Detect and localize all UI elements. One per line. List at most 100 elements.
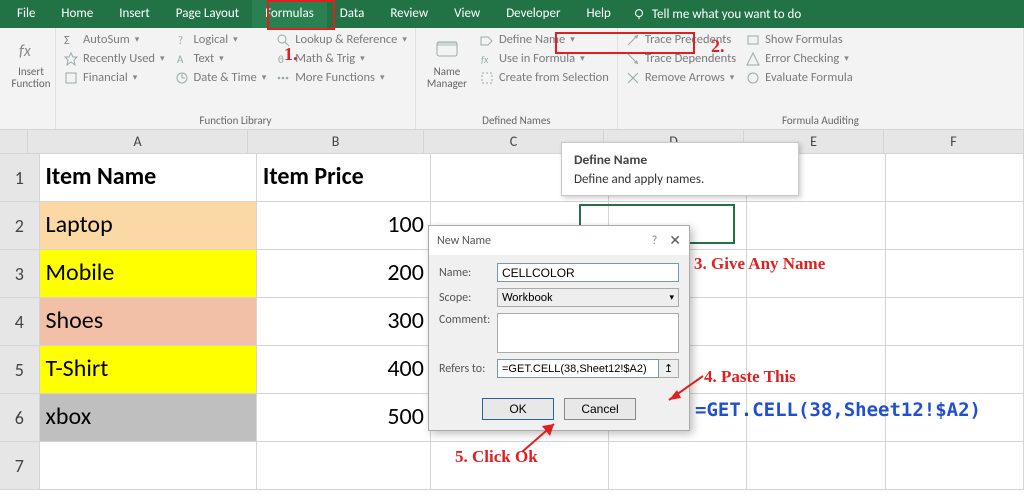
selection-icon (480, 71, 494, 85)
logical-icon: ? (175, 33, 189, 47)
use-in-formula-button[interactable]: fxUse in Formula (480, 51, 609, 66)
name-input[interactable] (497, 263, 679, 282)
trace-dependents-icon (626, 52, 640, 66)
tooltip-body: Define and apply names. (574, 172, 786, 187)
cell[interactable] (609, 442, 747, 490)
row-header[interactable]: 4 (0, 298, 40, 346)
svg-text:A: A (177, 53, 184, 66)
cell[interactable]: Laptop (40, 202, 257, 250)
annotation-step3: 3. Give Any Name (694, 254, 825, 274)
trace-precedents-icon (626, 33, 640, 47)
date-time-button[interactable]: Date & Time (175, 70, 267, 85)
tab-formulas[interactable]: Formulas (252, 0, 327, 28)
help-icon[interactable]: ? (652, 234, 658, 248)
row-header[interactable]: 3 (0, 250, 40, 298)
tab-review[interactable]: Review (377, 0, 441, 28)
cell[interactable] (886, 442, 1024, 490)
cell[interactable] (747, 202, 885, 250)
error-icon (746, 52, 760, 66)
star-icon (64, 52, 78, 66)
tell-me-search[interactable]: Tell me what you want to do (632, 7, 801, 22)
cell[interactable]: xbox (40, 394, 257, 442)
annotation-step1: 1. (284, 44, 298, 65)
cell[interactable] (747, 442, 885, 490)
define-name-tooltip: Define Name Define and apply names. (561, 142, 799, 196)
refers-input[interactable] (497, 359, 659, 378)
lightbulb-icon (632, 7, 646, 21)
group-function-library: Function Library (64, 114, 407, 129)
financial-button[interactable]: Financial (64, 70, 165, 85)
row-header[interactable]: 7 (0, 442, 40, 490)
text-icon: A (175, 52, 189, 66)
cell[interactable] (257, 442, 431, 490)
name-label: Name: (439, 266, 497, 280)
cell[interactable] (886, 346, 1024, 394)
cell[interactable] (886, 250, 1024, 298)
cell[interactable] (747, 298, 885, 346)
dialog-title: New Name (437, 234, 491, 248)
row-header[interactable]: 1 (0, 154, 40, 202)
cell[interactable]: Shoes (40, 298, 257, 346)
cancel-button[interactable]: Cancel (564, 398, 636, 420)
comment-input[interactable] (497, 313, 679, 353)
group-defined-names: Defined Names (424, 114, 609, 129)
row-header[interactable]: 2 (0, 202, 40, 250)
annotation-step2: 2. (711, 36, 725, 57)
show-formulas-button[interactable]: Show Formulas (746, 32, 853, 47)
tab-help[interactable]: Help (573, 0, 623, 28)
remove-arrows-button[interactable]: Remove Arrows (626, 70, 736, 85)
tab-home[interactable]: Home (48, 0, 106, 28)
name-manager-button[interactable]: Name Manager (424, 32, 470, 90)
scope-select[interactable]: Workbook▾ (497, 288, 679, 307)
tab-developer[interactable]: Developer (493, 0, 573, 28)
recently-used-button[interactable]: Recently Used (64, 51, 165, 66)
cell[interactable]: T-Shirt (40, 346, 257, 394)
text-button[interactable]: AText (175, 51, 267, 66)
tab-view[interactable]: View (441, 0, 493, 28)
autosum-button[interactable]: ΣAutoSum (64, 32, 165, 47)
evaluate-icon (746, 71, 760, 85)
tab-page-layout[interactable]: Page Layout (163, 0, 252, 28)
evaluate-formula-button[interactable]: Evaluate Formula (746, 70, 853, 85)
tag-icon (480, 33, 494, 47)
cell[interactable]: 300 (257, 298, 431, 346)
select-all-corner[interactable] (0, 130, 28, 153)
cell[interactable]: 400 (257, 346, 431, 394)
create-from-selection-button[interactable]: Create from Selection (480, 70, 609, 85)
tooltip-title: Define Name (574, 151, 786, 168)
more-icon (276, 71, 290, 85)
tab-data[interactable]: Data (327, 0, 378, 28)
clock-icon (175, 71, 189, 85)
error-checking-button[interactable]: Error Checking (746, 51, 853, 66)
insert-function-button[interactable]: fx Insert Function (8, 32, 54, 90)
cell[interactable]: 200 (257, 250, 431, 298)
ok-button[interactable]: OK (482, 398, 554, 420)
define-name-button[interactable]: Define Name (480, 32, 609, 47)
cell[interactable] (886, 154, 1024, 202)
cell[interactable]: Mobile (40, 250, 257, 298)
column-header[interactable]: F (884, 130, 1024, 153)
tell-me-label: Tell me what you want to do (652, 7, 801, 22)
cell[interactable] (886, 202, 1024, 250)
tab-insert[interactable]: Insert (106, 0, 163, 28)
cell[interactable]: Item Name (40, 154, 257, 202)
cell[interactable] (886, 298, 1024, 346)
more-functions-button[interactable]: More Functions (276, 70, 407, 85)
cell[interactable]: Item Price (257, 154, 431, 202)
cell[interactable]: 500 (257, 394, 431, 442)
remove-arrows-icon (626, 71, 640, 85)
row-header[interactable]: 6 (0, 394, 40, 442)
cell[interactable]: 100 (257, 202, 431, 250)
row-header[interactable]: 5 (0, 346, 40, 394)
logical-button[interactable]: ?Logical (175, 32, 267, 47)
svg-text:?: ? (178, 34, 183, 47)
column-headers: ABCDEF (0, 130, 1024, 154)
fx-icon: fx (17, 36, 45, 64)
column-header[interactable]: A (28, 130, 248, 153)
tab-file[interactable]: File (4, 0, 48, 28)
scope-label: Scope: (439, 291, 497, 305)
cell[interactable] (40, 442, 257, 490)
column-header[interactable]: B (248, 130, 424, 153)
table-row: 1Item NameItem Price (0, 154, 1024, 202)
close-icon[interactable]: ✕ (669, 232, 681, 249)
